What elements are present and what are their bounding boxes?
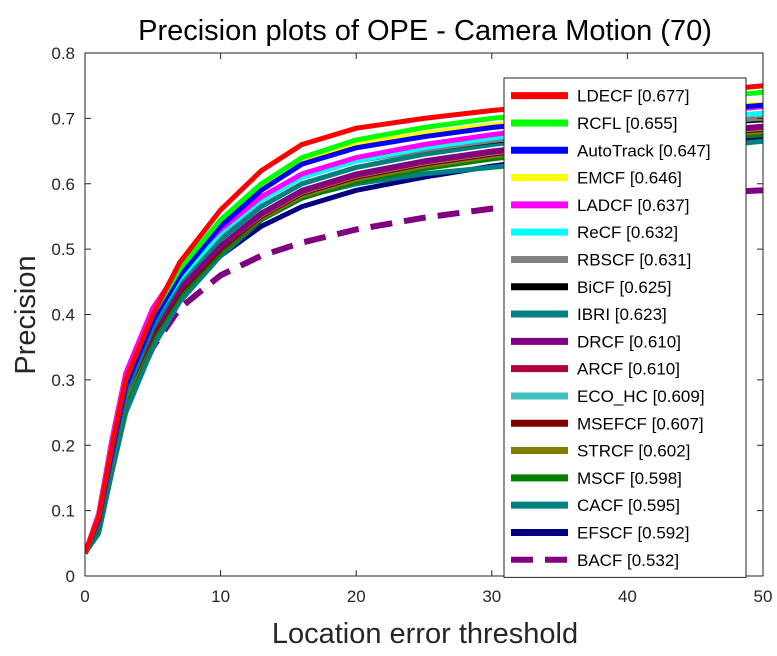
legend-label: CACF [0.595] <box>577 496 680 515</box>
x-axis-label: Location error threshold <box>272 618 578 650</box>
legend-label: ARCF [0.610] <box>577 360 680 379</box>
legend-label: AutoTrack [0.647] <box>577 141 711 160</box>
legend-label: MSCF [0.598] <box>577 469 682 488</box>
ticks-layer: 0 10 20 30 40 50 0 0.1 0.2 0.3 0.4 0.5 0.6 0.7 0.8 <box>51 44 772 606</box>
x-tick-label: 30 <box>482 587 501 606</box>
x-tick-label: 0 <box>80 587 89 606</box>
y-tick-label: 0.1 <box>51 502 75 521</box>
legend-label: MSEFCF [0.607] <box>577 414 704 433</box>
legend-label: EMCF [0.646] <box>577 169 682 188</box>
y-tick-label: 0.3 <box>51 371 75 390</box>
y-axis-label: Precision <box>10 255 42 374</box>
x-tick-label: 10 <box>211 587 230 606</box>
x-tick-label: 20 <box>347 587 366 606</box>
y-tick-label: 0.6 <box>51 175 75 194</box>
legend-label: BACF [0.532] <box>577 551 679 570</box>
chart-title: Precision plots of OPE - Camera Motion (… <box>138 15 712 47</box>
x-tick-label: 50 <box>754 587 773 606</box>
legend-label: RBSCF [0.631] <box>577 250 691 269</box>
y-tick-label: 0.5 <box>51 240 75 259</box>
y-tick-label: 0.8 <box>51 44 75 63</box>
legend-label: RCFL [0.655] <box>577 114 677 133</box>
y-tick-label: 0 <box>66 567 75 586</box>
legend-items: LDECF [0.677] RCFL [0.655] AutoTrack [0.64… <box>511 87 711 570</box>
y-tick-label: 0.7 <box>51 109 75 128</box>
legend-label: STRCF [0.602] <box>577 442 690 461</box>
y-tick-label: 0.2 <box>51 436 75 455</box>
legend: LDECF [0.677] RCFL [0.655] AutoTrack [0.64… <box>503 77 747 578</box>
legend-label: BiCF [0.625] <box>577 278 672 297</box>
y-tick-label: 0.4 <box>51 306 75 325</box>
legend-label: EFSCF [0.592] <box>577 523 689 542</box>
x-tick-label: 40 <box>618 587 637 606</box>
legend-label: DRCF [0.610] <box>577 332 681 351</box>
legend-label: ECO_HC [0.609] <box>577 387 705 406</box>
legend-label: IBRI [0.623] <box>577 305 667 324</box>
legend-label: LDECF [0.677] <box>577 87 689 106</box>
legend-label: LADCF [0.637] <box>577 196 689 215</box>
legend-label: ReCF [0.632] <box>577 223 678 242</box>
legend-box <box>503 77 747 578</box>
